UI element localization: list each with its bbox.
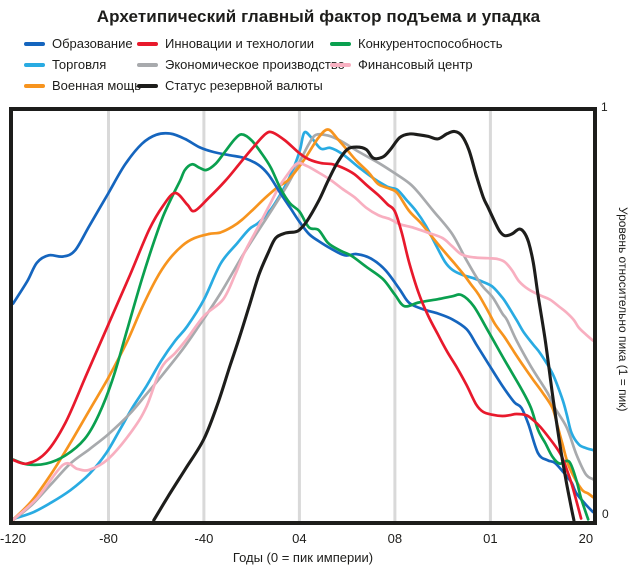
- legend-swatch-innovation: [137, 42, 158, 46]
- x-tick--40: -40: [194, 531, 214, 546]
- series-line-competitiveness: [13, 133, 590, 521]
- series-line-innovation: [13, 130, 583, 520]
- legend-column-1: Образование Торговля Военная мощь: [24, 37, 141, 100]
- legend-item-military: Военная мощь: [24, 79, 141, 93]
- x-tick-08: 08: [387, 531, 403, 546]
- legend-label-financial_center: Финансовый центр: [358, 57, 473, 72]
- line-chart: [13, 111, 593, 521]
- y-tick-max: 1: [601, 100, 608, 114]
- legend-item-competitiveness: Конкурентоспособность: [330, 37, 503, 51]
- legend-label-trade: Торговля: [52, 57, 107, 72]
- legend-column-2: Инновации и технологии Экономическое прои…: [137, 37, 345, 100]
- legend-label-education: Образование: [52, 36, 133, 51]
- legend-label-innovation: Инновации и технологии: [165, 36, 314, 51]
- legend-item-financial_center: Финансовый центр: [330, 58, 503, 72]
- legend-swatch-trade: [24, 63, 45, 67]
- series-line-education: [13, 131, 593, 514]
- legend-item-trade: Торговля: [24, 58, 141, 72]
- y-axis-title-text: Уровень относительно пика (1 = пик): [616, 207, 630, 412]
- series-line-reserve_currency: [152, 129, 576, 521]
- series-line-military: [13, 128, 593, 521]
- series-line-financial_center: [13, 161, 593, 521]
- legend-swatch-reserve_currency: [137, 84, 158, 88]
- legend-swatch-education: [24, 42, 45, 46]
- legend-label-reserve_currency: Статус резервной валюты: [165, 78, 323, 93]
- x-tick-20: 20: [578, 531, 594, 546]
- x-tick--80: -80: [99, 531, 118, 546]
- legend-swatch-economic_output: [137, 63, 158, 67]
- series-line-economic_output: [13, 132, 593, 521]
- legend-item-economic_output: Экономическое производство: [137, 58, 345, 72]
- legend-item-innovation: Инновации и технологии: [137, 37, 345, 51]
- legend-label-military: Военная мощь: [52, 78, 142, 93]
- series-line-trade: [13, 130, 593, 521]
- chart-title: Архетипический главный фактор подъема и …: [96, 7, 541, 26]
- legend-label-economic_output: Экономическое производство: [165, 57, 345, 72]
- x-axis-title: Годы (0 = пик империи): [232, 550, 374, 565]
- legend-column-3: Конкурентоспособность Финансовый центр: [330, 37, 503, 79]
- legend-item-reserve_currency: Статус резервной валюты: [137, 79, 345, 93]
- legend-label-competitiveness: Конкурентоспособность: [358, 36, 503, 51]
- plot-area: [9, 107, 597, 525]
- x-tick--120: -120: [0, 531, 27, 546]
- legend-swatch-competitiveness: [330, 42, 351, 46]
- x-tick-01: 01: [483, 531, 498, 546]
- y-axis-title: Уровень относительно пика (1 = пик): [613, 112, 633, 507]
- x-tick-04: 04: [292, 531, 307, 546]
- y-tick-min: 0: [602, 507, 609, 521]
- legend-item-education: Образование: [24, 37, 141, 51]
- legend: Образование Торговля Военная мощь Инновации…: [0, 37, 637, 99]
- legend-swatch-financial_center: [330, 63, 351, 67]
- legend-swatch-military: [24, 84, 45, 88]
